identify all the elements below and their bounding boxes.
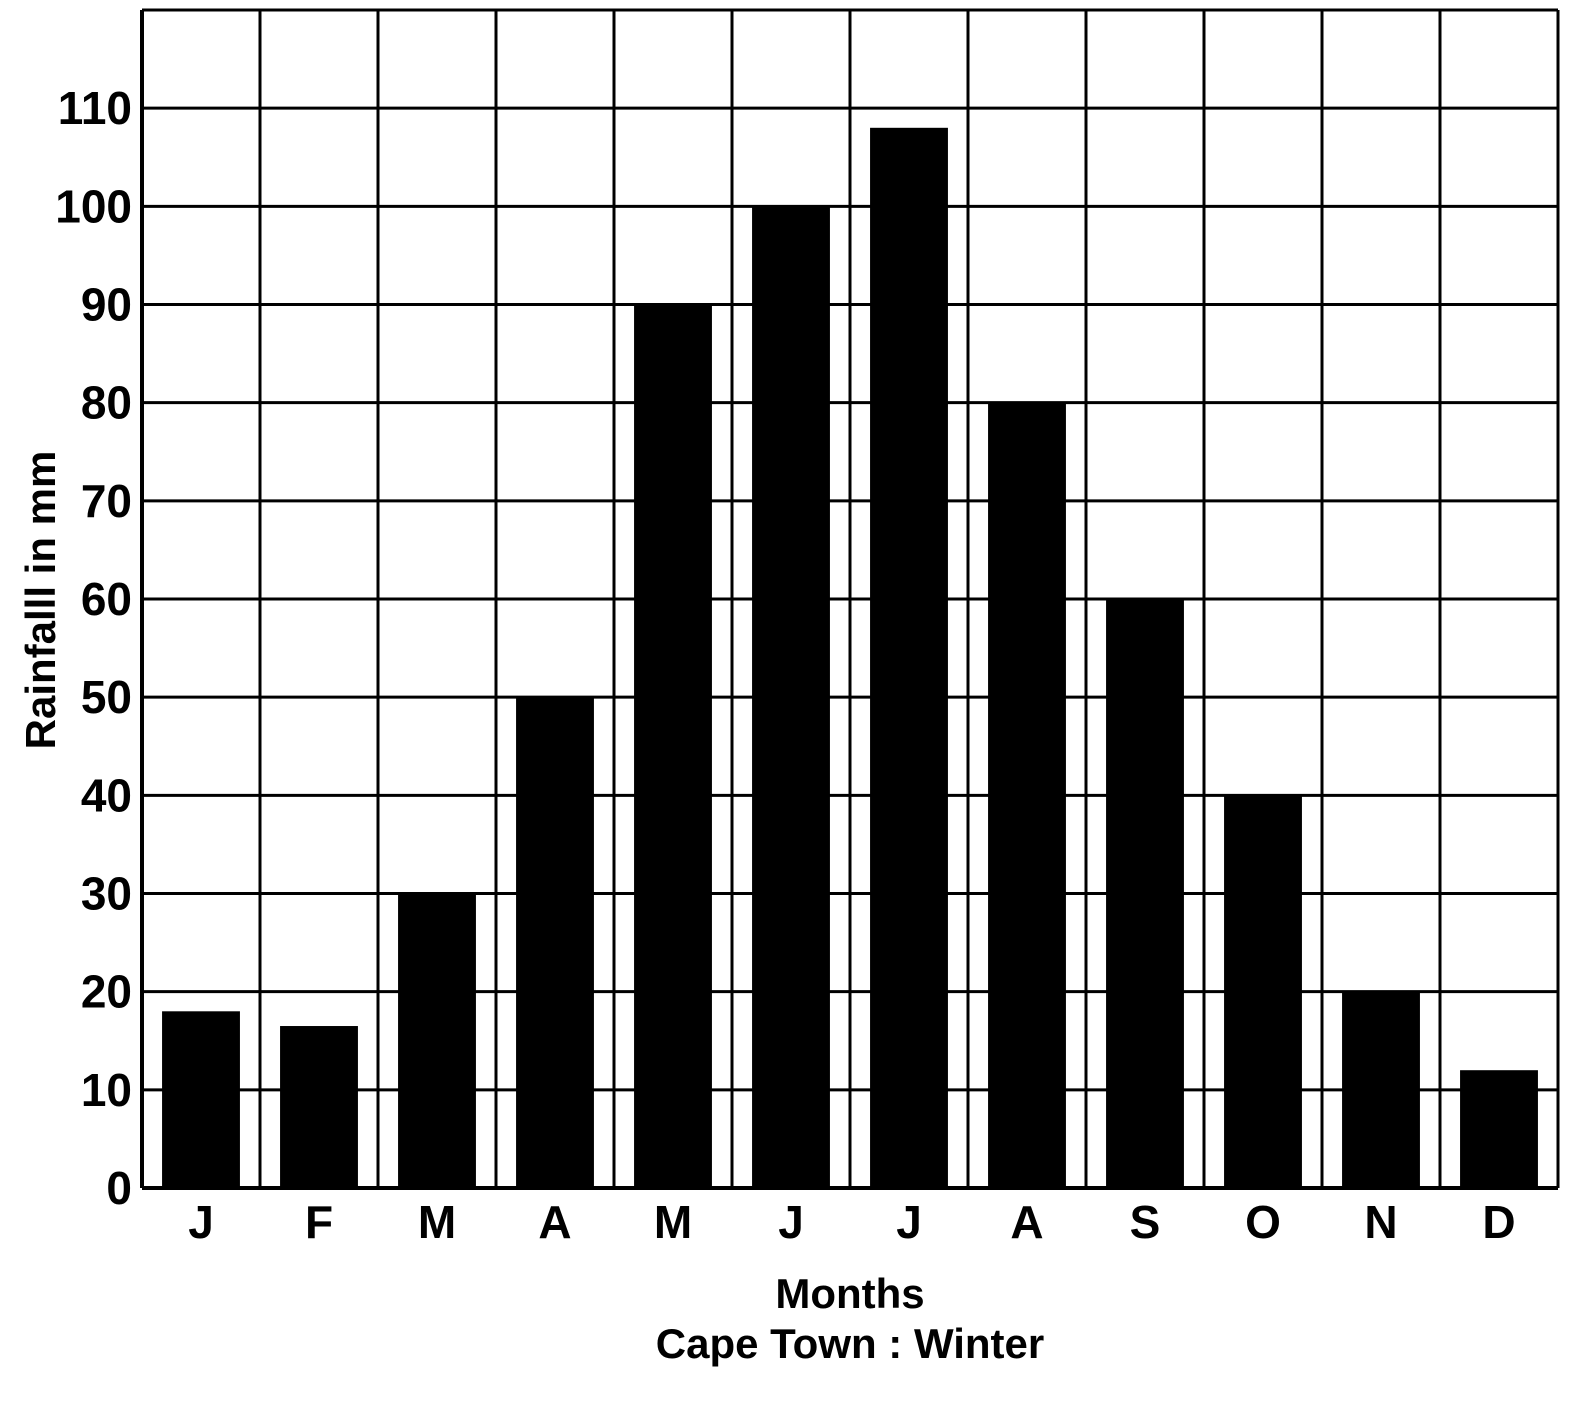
x-tick-label: J bbox=[188, 1196, 214, 1248]
x-tick-label: M bbox=[654, 1196, 692, 1248]
x-axis-label: Months bbox=[775, 1270, 924, 1317]
x-tick-label: J bbox=[896, 1196, 922, 1248]
y-tick-label: 20 bbox=[81, 966, 132, 1018]
x-tick-label: F bbox=[305, 1196, 333, 1248]
x-tick-label: S bbox=[1130, 1196, 1161, 1248]
x-tick-label: A bbox=[1010, 1196, 1043, 1248]
y-tick-labels: 0 10 20 30 40 50 60 70 80 90 100 110 bbox=[55, 82, 132, 1214]
bar bbox=[1106, 599, 1184, 1188]
y-tick-label: 10 bbox=[81, 1064, 132, 1116]
bar bbox=[1342, 991, 1420, 1188]
bars bbox=[162, 127, 1538, 1189]
bar bbox=[752, 206, 830, 1189]
y-tick-label: 80 bbox=[81, 377, 132, 429]
bar bbox=[162, 1011, 240, 1188]
y-tick-label: 100 bbox=[55, 180, 132, 232]
y-tick-label: 30 bbox=[81, 868, 132, 920]
y-tick-label: 40 bbox=[81, 769, 132, 821]
bar bbox=[516, 697, 594, 1188]
y-tick-label: 50 bbox=[81, 671, 132, 723]
y-tick-label: 90 bbox=[81, 279, 132, 331]
y-tick-label: 110 bbox=[58, 82, 132, 134]
bar bbox=[398, 893, 476, 1188]
bar bbox=[280, 1026, 358, 1188]
y-tick-label: 0 bbox=[106, 1162, 132, 1214]
y-axis-label: Rainfalll in mm bbox=[17, 451, 64, 750]
bar bbox=[988, 402, 1066, 1189]
bar bbox=[870, 127, 948, 1188]
x-tick-label: M bbox=[418, 1196, 456, 1248]
x-tick-label: N bbox=[1364, 1196, 1397, 1248]
y-tick-label: 70 bbox=[81, 475, 132, 527]
chart-caption: Cape Town : Winter bbox=[656, 1320, 1045, 1367]
bar bbox=[1224, 795, 1302, 1188]
bar bbox=[634, 304, 712, 1188]
y-tick-label: 60 bbox=[81, 573, 132, 625]
bar bbox=[1460, 1070, 1538, 1188]
x-tick-label: A bbox=[538, 1196, 571, 1248]
axes bbox=[140, 10, 1558, 1190]
x-tick-label: O bbox=[1245, 1196, 1281, 1248]
x-tick-label: D bbox=[1482, 1196, 1515, 1248]
x-tick-label: J bbox=[778, 1196, 804, 1248]
